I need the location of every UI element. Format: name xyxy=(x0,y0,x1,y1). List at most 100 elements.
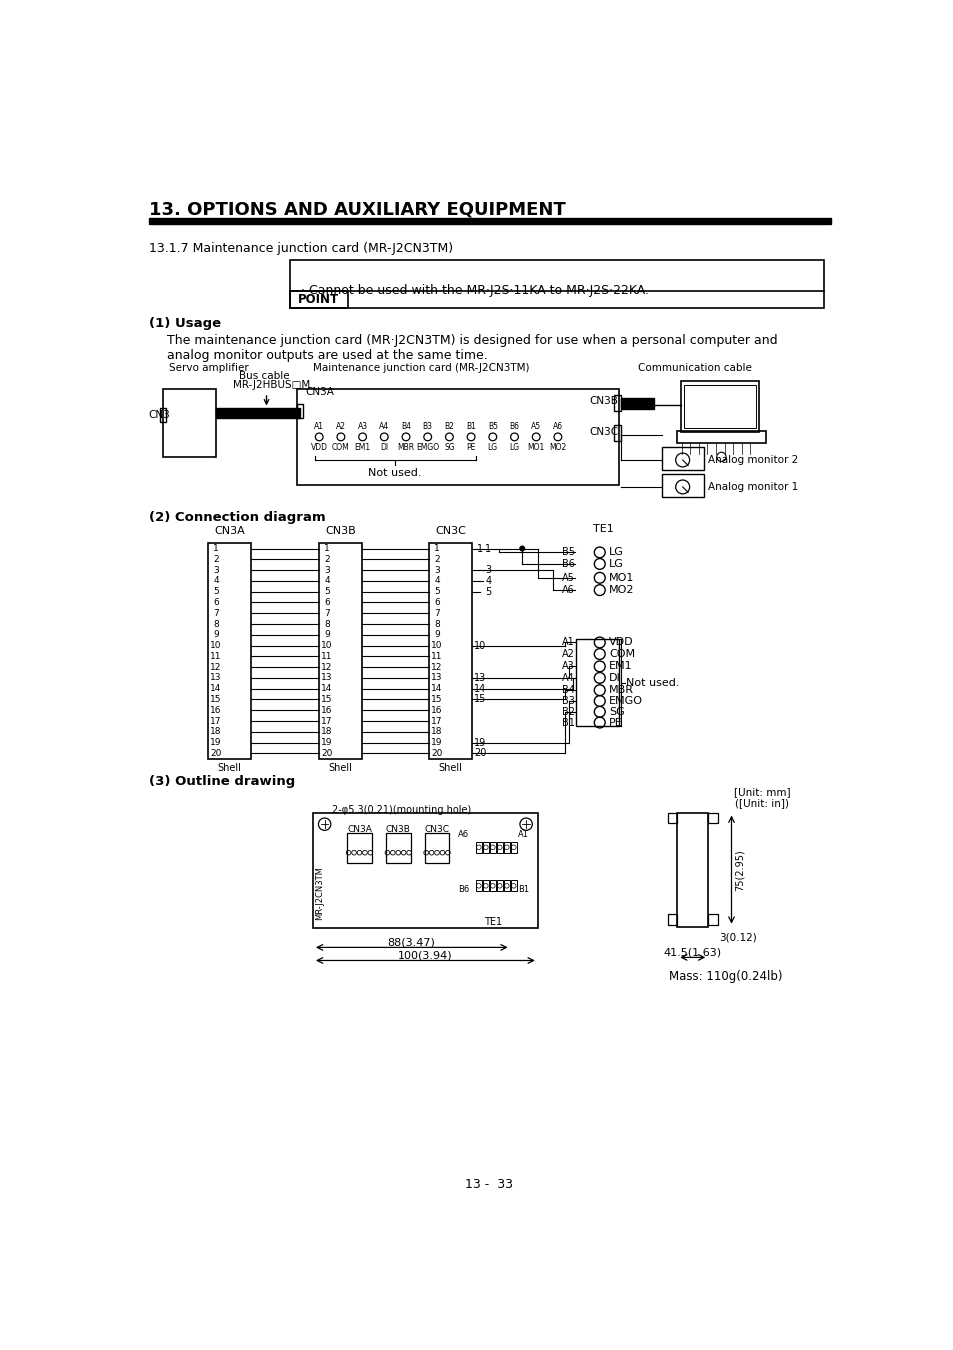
Text: 13: 13 xyxy=(431,674,442,682)
Text: 17: 17 xyxy=(431,717,442,725)
Text: Analog monitor 2: Analog monitor 2 xyxy=(707,455,798,464)
Text: 2: 2 xyxy=(324,555,330,564)
Text: 13.1.7 Maintenance junction card (MR-J2CN3TM): 13.1.7 Maintenance junction card (MR-J2C… xyxy=(149,242,453,255)
Text: MO2: MO2 xyxy=(549,443,566,452)
Bar xyxy=(290,290,348,308)
Text: LG: LG xyxy=(487,443,497,452)
Text: · Cannot be used with the MR·J2S·11KA to MR·J2S·22KA.: · Cannot be used with the MR·J2S·11KA to… xyxy=(300,284,648,297)
Text: CN3B: CN3B xyxy=(325,526,355,536)
Text: A2: A2 xyxy=(561,649,575,659)
Text: TE1: TE1 xyxy=(483,917,501,927)
Text: 5: 5 xyxy=(213,587,219,597)
Text: Shell: Shell xyxy=(438,763,462,774)
Text: 9: 9 xyxy=(434,630,439,640)
Bar xyxy=(667,813,677,823)
Text: 1: 1 xyxy=(434,544,439,554)
Bar xyxy=(149,219,830,224)
Text: 10: 10 xyxy=(474,640,486,651)
Text: MO2: MO2 xyxy=(608,585,634,595)
Text: Servo amplifier: Servo amplifier xyxy=(169,363,249,374)
Text: 4: 4 xyxy=(485,576,491,586)
Bar xyxy=(613,396,620,410)
Bar xyxy=(163,389,216,456)
Text: 13: 13 xyxy=(211,674,222,682)
Text: SG: SG xyxy=(608,707,624,717)
Text: 5: 5 xyxy=(434,587,439,597)
Text: DI: DI xyxy=(380,443,388,452)
Text: 13. OPTIONS AND AUXILIARY EQUIPMENT: 13. OPTIONS AND AUXILIARY EQUIPMENT xyxy=(149,201,565,219)
Text: CN3C: CN3C xyxy=(589,427,618,436)
Text: 1: 1 xyxy=(476,544,483,554)
Bar xyxy=(424,833,449,863)
Text: 20: 20 xyxy=(321,749,333,757)
Bar xyxy=(208,543,251,759)
Bar xyxy=(707,914,717,925)
Text: 17: 17 xyxy=(211,717,222,725)
Text: 8: 8 xyxy=(213,620,219,629)
Text: Communication cable: Communication cable xyxy=(638,363,752,373)
Text: 3: 3 xyxy=(434,566,439,575)
Text: 7: 7 xyxy=(324,609,330,618)
Text: A1: A1 xyxy=(517,830,529,838)
Text: DI: DI xyxy=(608,672,620,683)
Text: 14: 14 xyxy=(431,684,442,693)
Bar xyxy=(503,842,509,853)
Bar xyxy=(707,813,717,823)
Text: 88(3.47): 88(3.47) xyxy=(387,937,435,946)
Bar xyxy=(661,474,703,497)
Text: B6: B6 xyxy=(561,559,575,568)
Text: 20: 20 xyxy=(211,749,222,757)
Bar xyxy=(476,842,481,853)
Bar xyxy=(667,914,677,925)
Text: (2) Connection diagram: (2) Connection diagram xyxy=(149,512,325,524)
Bar xyxy=(347,833,372,863)
Text: B2: B2 xyxy=(444,423,454,432)
Text: 15: 15 xyxy=(321,695,333,703)
Text: 2: 2 xyxy=(213,555,218,564)
Text: 1: 1 xyxy=(485,544,491,554)
Text: B4: B4 xyxy=(400,423,411,432)
Text: VDD: VDD xyxy=(311,443,328,452)
Text: MO1: MO1 xyxy=(608,572,634,583)
Text: 2-φ5.3(0.21)(mounting hole): 2-φ5.3(0.21)(mounting hole) xyxy=(332,806,471,815)
Text: A5: A5 xyxy=(531,423,540,432)
Text: 20: 20 xyxy=(474,748,486,759)
Text: 10: 10 xyxy=(211,641,222,651)
Text: 3(0.12): 3(0.12) xyxy=(719,933,756,942)
Text: CN3A: CN3A xyxy=(305,387,334,397)
Text: TE1: TE1 xyxy=(593,524,614,533)
Text: 3: 3 xyxy=(213,566,219,575)
Bar xyxy=(576,639,618,726)
Text: B6: B6 xyxy=(457,886,469,894)
Text: B1: B1 xyxy=(466,423,476,432)
Text: Mass: 110g(0.24lb): Mass: 110g(0.24lb) xyxy=(669,971,782,983)
Text: MR-J2HBUS□M: MR-J2HBUS□M xyxy=(233,379,310,390)
Bar xyxy=(677,431,765,443)
Bar xyxy=(290,259,823,308)
Text: 15: 15 xyxy=(431,695,442,703)
Text: 14: 14 xyxy=(474,683,486,694)
Text: EMGO: EMGO xyxy=(416,443,438,452)
Text: SG: SG xyxy=(444,443,455,452)
Bar xyxy=(503,880,509,891)
Text: 5: 5 xyxy=(484,587,491,597)
Bar xyxy=(482,842,488,853)
Text: 2: 2 xyxy=(434,555,439,564)
Bar xyxy=(297,389,618,486)
Text: A1: A1 xyxy=(561,637,575,648)
Text: VDD: VDD xyxy=(608,637,633,648)
Text: Analog monitor 1: Analog monitor 1 xyxy=(707,482,798,491)
Text: 41.5(1.63): 41.5(1.63) xyxy=(663,946,721,957)
Text: B1: B1 xyxy=(517,886,529,894)
Text: MBR: MBR xyxy=(608,686,634,695)
Bar xyxy=(680,382,758,432)
Text: CN3B: CN3B xyxy=(589,396,618,406)
Text: 4: 4 xyxy=(324,576,330,586)
Text: 9: 9 xyxy=(324,630,330,640)
Text: 14: 14 xyxy=(321,684,333,693)
Text: A4: A4 xyxy=(561,672,575,683)
Text: 1: 1 xyxy=(324,544,330,554)
Text: Not used.: Not used. xyxy=(625,678,679,687)
Text: LG: LG xyxy=(608,547,623,558)
Bar xyxy=(216,409,299,417)
